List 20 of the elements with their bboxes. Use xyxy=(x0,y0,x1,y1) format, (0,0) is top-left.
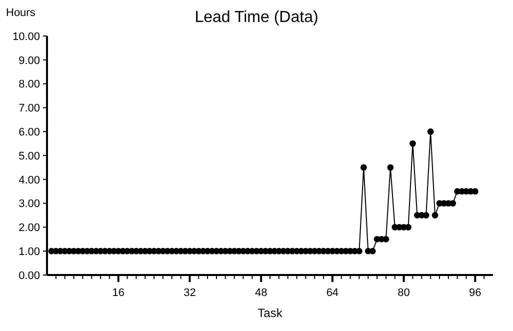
y-tick-label: 3.00 xyxy=(18,198,40,210)
x-tick-label: 16 xyxy=(112,287,124,299)
x-tick-label: 32 xyxy=(184,287,196,299)
y-tick-label: 7.00 xyxy=(18,102,40,115)
y-tick-label: 2.00 xyxy=(18,222,40,234)
y-tick-label: 6.00 xyxy=(18,126,40,138)
chart-title: Lead Time (Data) xyxy=(194,9,318,26)
y-tick-label: 4.00 xyxy=(18,174,40,186)
x-tick-label: 48 xyxy=(254,287,268,299)
y-tick-label: 9.00 xyxy=(18,54,40,67)
x-tick-label: 64 xyxy=(326,287,339,299)
y-tick-label: 0.00 xyxy=(18,270,40,282)
x-tick-label: 96 xyxy=(469,287,482,299)
y-tick-label: 10.00 xyxy=(12,30,40,43)
y-tick-label: 8.00 xyxy=(18,78,40,91)
y-tick-label: 1.00 xyxy=(18,246,40,258)
y-tick-label: 5.00 xyxy=(18,150,40,162)
y-axis-title: Hours xyxy=(6,7,36,19)
x-axis-title: Task xyxy=(258,306,284,320)
x-tick-label: 80 xyxy=(398,287,410,299)
